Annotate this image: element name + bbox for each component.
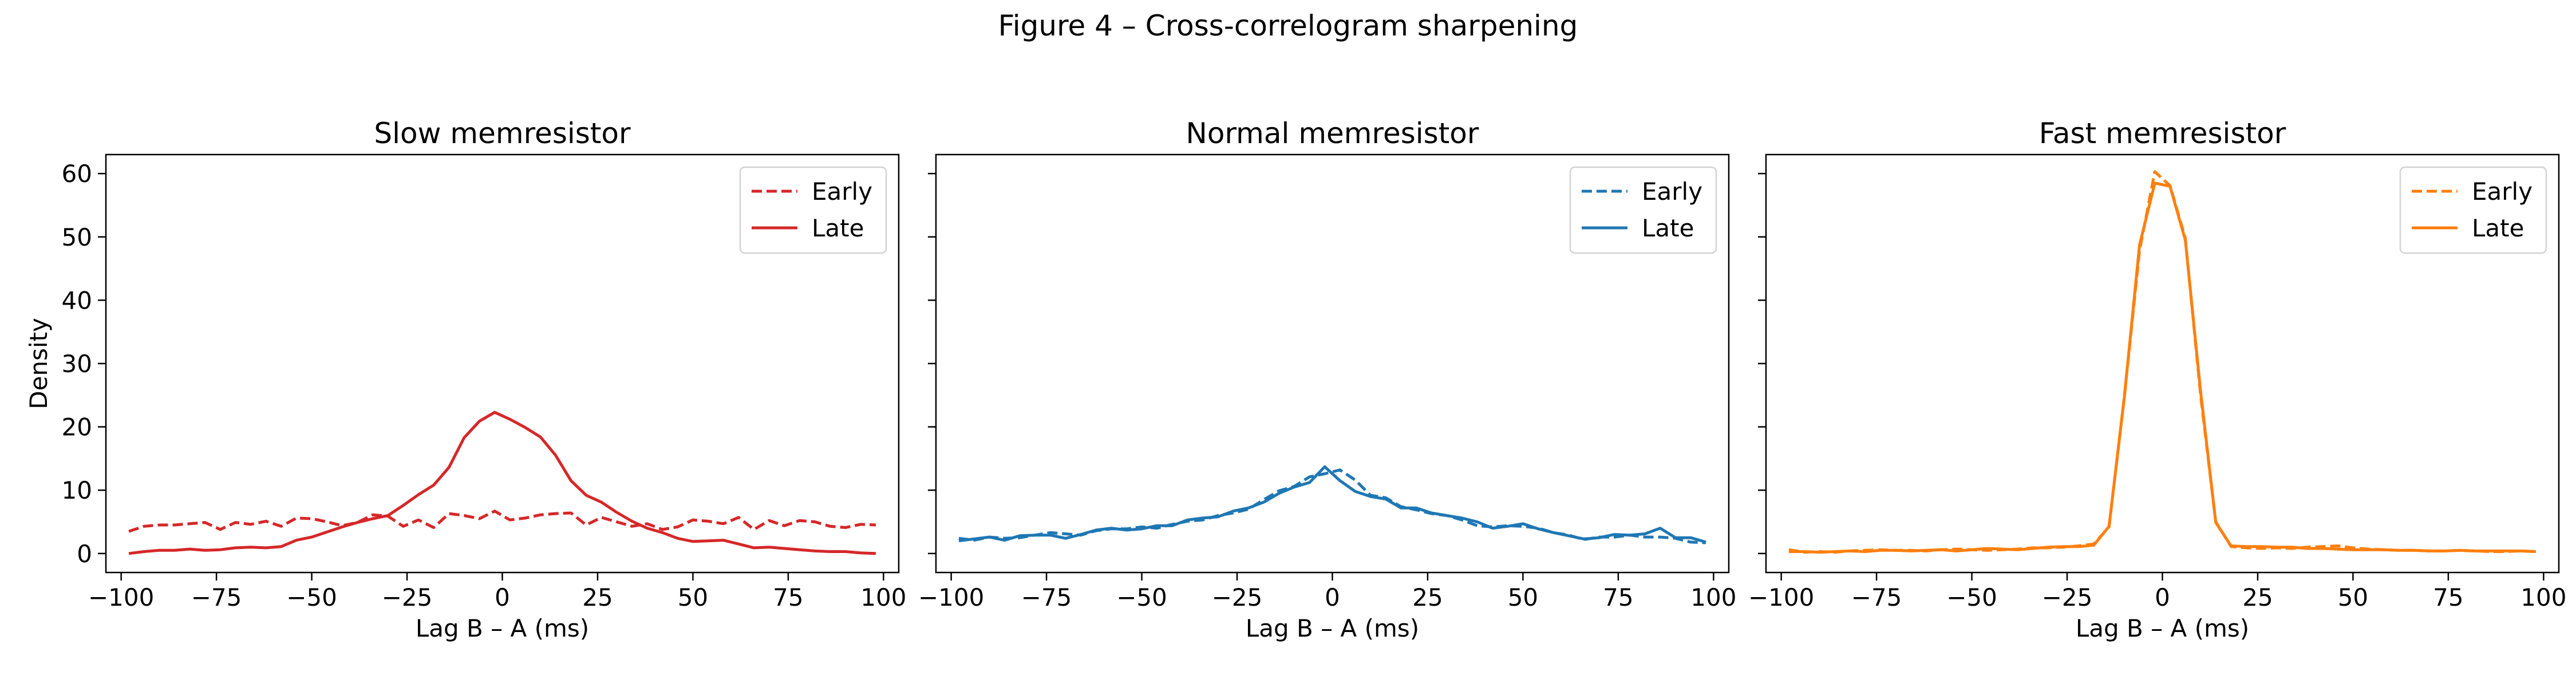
chart-panel-slow: Slow memresistor −100 −75 −50 −25 0 25 50 75 100 0… — [25, 117, 906, 642]
x-tick-label: 50 — [678, 583, 708, 611]
panel-title: Slow memresistor — [374, 117, 631, 150]
y-axis-label: Density — [25, 318, 53, 409]
x-tick-label: 50 — [2338, 583, 2368, 611]
panel-title: Normal memresistor — [1186, 117, 1479, 150]
x-tick-label: −25 — [382, 583, 433, 611]
legend-box — [2399, 166, 2547, 254]
y-tick-label: 40 — [62, 286, 92, 314]
x-tick-label: 0 — [1325, 583, 1340, 611]
legend-box — [1569, 166, 1717, 254]
x-tick-label: −100 — [88, 583, 154, 611]
x-tick-label: 75 — [773, 583, 803, 611]
x-tick-label: 25 — [1412, 583, 1443, 611]
x-tick-label: 25 — [2242, 583, 2273, 611]
x-tick-label: 50 — [1508, 583, 1538, 611]
y-tick-label: 60 — [62, 160, 92, 188]
series-line-early — [128, 510, 876, 533]
x-tick-label: 100 — [860, 583, 906, 611]
panel-title: Fast memresistor — [2039, 117, 2286, 150]
legend-label-late: Late — [2472, 214, 2524, 242]
x-tick-label: −50 — [1946, 583, 1997, 611]
figure-title: Figure 4 – Cross-correlogram sharpening — [998, 9, 1578, 42]
legend-box — [739, 166, 887, 254]
x-tick-label: −100 — [918, 583, 984, 611]
x-axis-label: Lag B – A (ms) — [416, 614, 589, 642]
y-tick-label: 50 — [62, 223, 92, 251]
series-line-late — [958, 465, 1706, 544]
y-tick-label: 30 — [62, 350, 92, 378]
y-tick-label: 20 — [62, 413, 92, 441]
x-axis-label: Lag B – A (ms) — [1246, 614, 1419, 642]
x-tick-label: −100 — [1748, 583, 1814, 611]
x-tick-label: −75 — [1851, 583, 1902, 611]
legend: Early Late — [739, 166, 887, 254]
x-tick-label: 75 — [1603, 583, 1633, 611]
x-tick-label: −75 — [191, 583, 242, 611]
y-tick-label: 0 — [77, 540, 92, 568]
x-tick-label: 25 — [582, 583, 613, 611]
x-tick-label: −25 — [1212, 583, 1263, 611]
x-tick-label: 100 — [1690, 583, 1736, 611]
x-tick-label: 100 — [2520, 583, 2566, 611]
x-tick-label: −50 — [1116, 583, 1167, 611]
series-line-late — [1789, 181, 2537, 554]
x-tick-label: −25 — [2042, 583, 2093, 611]
x-tick-label: −75 — [1021, 583, 1072, 611]
series-line-early — [958, 468, 1706, 544]
legend-label-early: Early — [1642, 177, 1702, 206]
x-tick-label: 0 — [495, 583, 510, 611]
y-tick-label: 10 — [62, 476, 92, 504]
legend: Early Late — [2399, 166, 2547, 254]
x-tick-label: 75 — [2433, 583, 2463, 611]
legend-label-late: Late — [812, 214, 864, 242]
x-tick-label: −50 — [286, 583, 337, 611]
legend: Early Late — [1569, 166, 1717, 254]
series-line-late — [128, 410, 876, 555]
chart-panel-fast: Fast memresistor −100 −75 −50 −25 0 25 50 75 100 L… — [1748, 117, 2566, 642]
legend-label-early: Early — [2472, 177, 2532, 206]
x-axis-label: Lag B – A (ms) — [2076, 614, 2249, 642]
legend-label-late: Late — [1642, 214, 1694, 242]
chart-panel-normal: Normal memresistor −100 −75 −50 −25 0 25 50 75 10… — [918, 117, 1736, 642]
legend-label-early: Early — [812, 177, 872, 206]
x-tick-label: 0 — [2155, 583, 2170, 611]
